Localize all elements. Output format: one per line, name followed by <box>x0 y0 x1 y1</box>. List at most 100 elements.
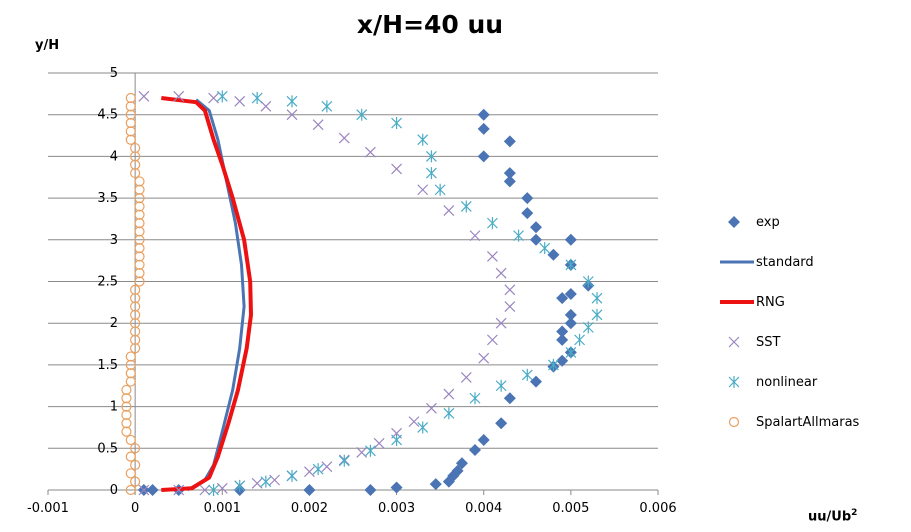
legend-item-nonlinear: nonlinear <box>720 362 905 402</box>
point-spalartallmaras-3 <box>130 459 141 471</box>
point-exp-30 <box>530 233 542 246</box>
point-exp-11 <box>455 457 468 470</box>
point-nonlinear-25 <box>434 183 446 196</box>
point-spalartallmaras-44 <box>125 117 136 129</box>
x-tick-label-3: 0.002 <box>291 501 328 516</box>
x-axis-label: uu/Ub2 <box>808 508 857 524</box>
y-tick-label-9: 4.5 <box>97 108 118 123</box>
point-spalartallmaras-5 <box>130 443 141 454</box>
point-exp-12 <box>469 443 481 456</box>
point-nonlinear-26 <box>426 167 437 180</box>
point-exp-25 <box>564 288 577 301</box>
point-spalartallmaras-31 <box>134 226 145 237</box>
legend-label-rng: RNG <box>756 294 785 310</box>
point-spalartallmaras-2 <box>125 468 136 479</box>
point-sst-25 <box>469 230 481 242</box>
point-spalartallmaras-25 <box>134 276 145 287</box>
legend-item-spalartallmaras: SpalartAllmaras <box>720 402 905 442</box>
y-tick-label-5: 2.5 <box>97 275 118 290</box>
point-sst-14 <box>408 416 420 428</box>
point-spalartallmaras-41 <box>130 142 141 154</box>
point-spalartallmaras-17 <box>130 343 141 354</box>
point-nonlinear-8 <box>417 421 429 434</box>
point-spalartallmaras-32 <box>134 218 145 229</box>
y-tick-label-2: 1 <box>110 400 118 415</box>
point-spalartallmaras-21 <box>130 309 141 320</box>
point-exp-21 <box>556 325 569 338</box>
point-sst-32 <box>286 109 298 121</box>
point-nonlinear-22 <box>513 229 524 242</box>
point-nonlinear-27 <box>426 150 437 163</box>
point-spalartallmaras-38 <box>130 167 141 179</box>
legend-item-exp: exp <box>720 202 905 242</box>
point-sst-19 <box>487 334 498 346</box>
point-sst-31 <box>312 119 324 131</box>
point-nonlinear-20 <box>565 258 577 271</box>
point-spalartallmaras-7 <box>121 426 132 437</box>
point-spalartallmaras-8 <box>121 418 132 429</box>
point-spalartallmaras-16 <box>125 351 136 362</box>
point-exp-16 <box>530 375 542 388</box>
point-spalartallmaras-36 <box>134 184 145 195</box>
point-sst-36 <box>173 90 185 102</box>
point-nonlinear-4 <box>312 463 324 476</box>
point-spalartallmaras-19 <box>130 326 141 337</box>
chart-title: x/H=40 uu <box>356 10 504 39</box>
point-sst-15 <box>426 402 437 414</box>
series-line-standard <box>186 98 246 492</box>
point-nonlinear-2 <box>260 475 272 488</box>
legend-label-spalartallmaras: SpalartAllmaras <box>756 414 860 430</box>
point-nonlinear-32 <box>286 95 298 108</box>
point-sst-2 <box>199 484 211 496</box>
legend-item-sst: SST <box>720 322 905 362</box>
point-sst-33 <box>260 100 272 112</box>
point-nonlinear-34 <box>216 90 228 103</box>
series-line-rng <box>161 96 253 492</box>
legend-symbol-spalartallmaras <box>728 416 740 428</box>
x-axis-label-text: uu/Ub <box>808 509 852 525</box>
point-spalartallmaras-20 <box>130 318 141 329</box>
point-spalartallmaras-18 <box>130 334 141 345</box>
point-spalartallmaras-45 <box>125 109 136 120</box>
legend-label-standard: standard <box>756 254 814 270</box>
point-spalartallmaras-43 <box>125 126 136 137</box>
y-tick-label-1: 0.5 <box>97 441 118 456</box>
legend-symbol-standard <box>720 260 754 264</box>
point-nonlinear-28 <box>417 133 429 146</box>
point-spalartallmaras-11 <box>121 393 132 404</box>
point-spalartallmaras-4 <box>125 451 136 462</box>
y-tick-label-8: 4 <box>110 149 118 164</box>
point-nonlinear-15 <box>574 333 585 346</box>
point-exp-29 <box>564 233 577 246</box>
point-sst-0 <box>138 484 150 496</box>
point-exp-7 <box>429 478 442 491</box>
x-tick-label-1: 0 <box>131 501 139 516</box>
x-axis-label-superscript: 2 <box>851 508 858 518</box>
point-spalartallmaras-33 <box>134 209 145 220</box>
point-exp-35 <box>503 167 516 180</box>
point-nonlinear-7 <box>391 433 402 446</box>
point-spalartallmaras-47 <box>125 92 136 104</box>
point-sst-8 <box>304 466 315 478</box>
point-spalartallmaras-26 <box>134 268 145 279</box>
x-tick-label-2: 0.001 <box>204 501 241 516</box>
point-spalartallmaras-0 <box>125 484 136 496</box>
point-spalartallmaras-34 <box>134 201 145 212</box>
point-exp-4 <box>303 484 316 496</box>
point-sst-29 <box>365 146 376 158</box>
point-nonlinear-33 <box>251 92 263 105</box>
point-spalartallmaras-6 <box>125 434 136 446</box>
point-sst-3 <box>216 482 228 494</box>
point-spalartallmaras-46 <box>125 101 136 112</box>
point-nonlinear-31 <box>321 100 333 113</box>
point-spalartallmaras-40 <box>130 151 141 162</box>
legend: exp standard RNG SST nonlinear SpalartAllmara… <box>720 202 905 442</box>
point-nonlinear-5 <box>338 454 350 467</box>
y-tick-label-10: 5 <box>110 66 118 81</box>
point-nonlinear-14 <box>565 346 577 359</box>
point-exp-5 <box>364 484 377 496</box>
point-nonlinear-0 <box>208 484 219 496</box>
point-exp-39 <box>477 108 490 121</box>
